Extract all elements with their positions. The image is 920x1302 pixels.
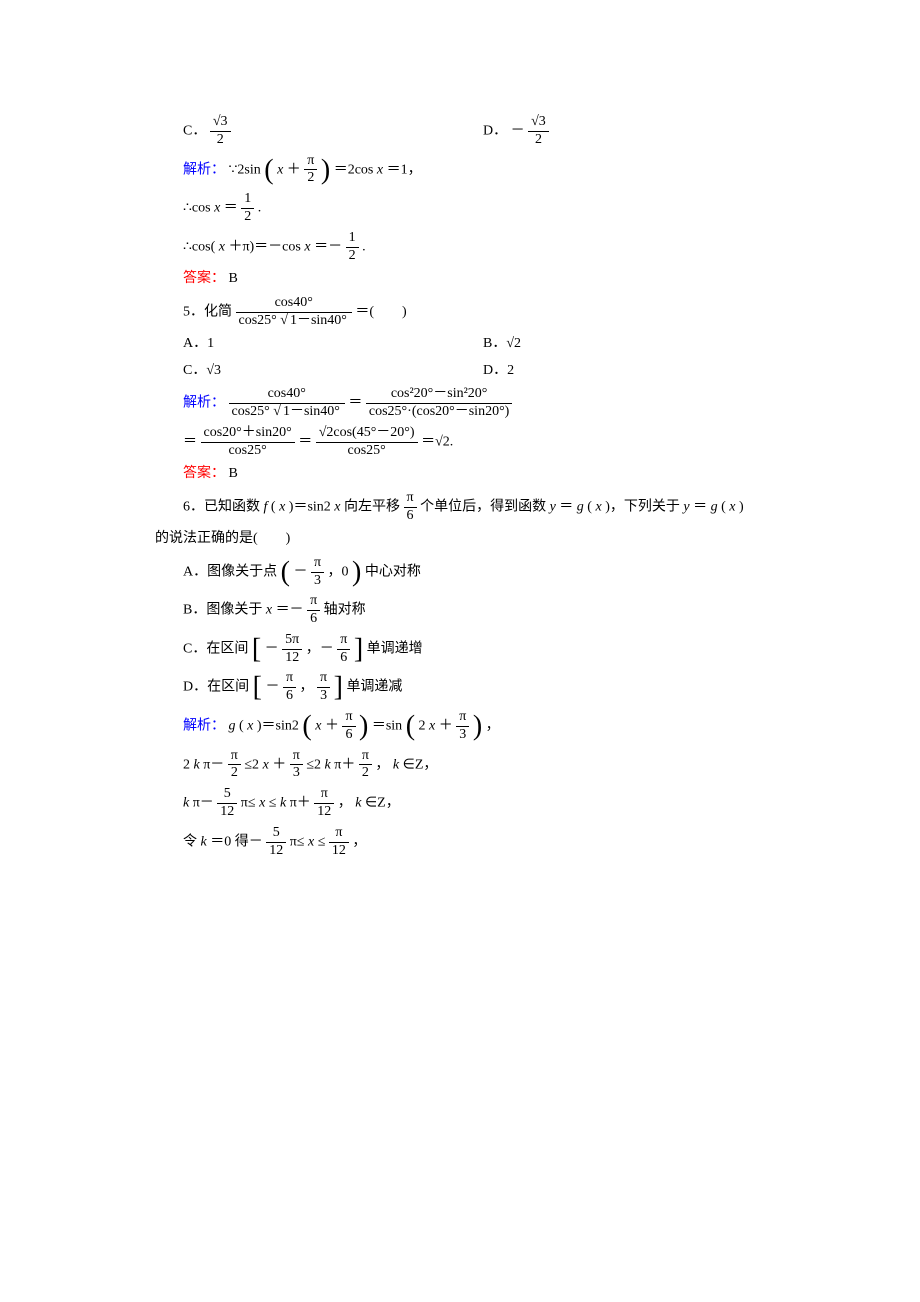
fraction: π 12 [314,786,334,821]
fraction: cos20°＋sin20° cos25° [201,425,295,460]
q6-analysis-1: 解析： g ( x )＝sin2 ( x ＋ π 6 ) ＝sin ( 2 x … [155,709,765,744]
fraction: π 2 [228,748,241,783]
q6-stem-line1: 6．已知函数 f ( x )＝sin2 x 向左平移 π 6 个单位后，得到函数… [155,490,765,525]
analysis-label: 解析： [183,396,225,411]
fraction: π 6 [307,593,320,628]
fraction: √2cos(45°－20°) cos25° [316,425,418,460]
q5-option-c: C．√3 [183,360,483,382]
fraction: √3 2 [528,114,549,149]
sqrt: 1－sin40° [273,404,342,421]
q4-analysis-step3: ∴cos( x ＋π)＝－cos x ＝－ 1 2 . [155,230,765,265]
q5-analysis-eq2: ＝ cos20°＋sin20° cos25° ＝ √2cos(45°－20°) … [155,425,765,460]
answer-value: B [229,271,238,286]
answer-label: 答案： [183,271,225,286]
fraction: π 6 [342,709,355,744]
q4-option-c: C． √3 2 [183,114,483,149]
answer-label: 答案： [183,466,225,481]
q6-analysis-4: 令 k ＝0 得－ 5 12 π≤ x ≤ π 12 ， [155,825,765,860]
fraction: 1 2 [241,191,254,226]
fraction: π 2 [359,748,372,783]
q4-options-cd: C． √3 2 D． － √3 2 [155,114,765,149]
fraction: π 3 [317,670,330,705]
q6-analysis-3: k π－ 5 12 π≤ x ≤ k π＋ π 12 ， k ∈Z， [155,786,765,821]
label: C． [183,124,206,139]
label: D． [483,124,507,139]
analysis-label: 解析： [183,719,225,734]
fraction: 5 12 [266,825,286,860]
fraction: 5π 12 [282,632,302,667]
analysis-label: 解析： [183,162,225,177]
fraction: π 6 [283,670,296,705]
fraction: cos²20°－sin²20° cos25°·(cos20°－sin20°) [366,386,512,421]
fraction: π 3 [311,555,324,590]
q5-option-d: D．2 [483,360,765,382]
fraction: π 3 [456,709,469,744]
fraction: π 6 [404,490,417,525]
q6-option-b: B．图像关于 x ＝－ π 6 轴对称 [155,593,765,628]
q4-answer: 答案： B [155,268,765,290]
q5-options-cd: C．√3 D．2 [155,360,765,382]
fraction: √3 2 [210,114,231,149]
q5-analysis-eq1: 解析： cos40° cos25° 1－sin40° ＝ cos²20°－sin… [155,386,765,421]
fraction: 5 12 [217,786,237,821]
fraction: π 12 [329,825,349,860]
fraction: π 3 [290,748,303,783]
fraction: cos40° cos25° 1－sin40° [229,386,345,421]
q4-analysis-step2: ∴cos x ＝ 1 2 . [155,191,765,226]
q4-option-d: D． － √3 2 [483,114,765,149]
q6-analysis-2: 2 k π－ π 2 ≤2 x ＋ π 3 ≤2 k π＋ π 2 ， k ∈Z… [155,748,765,783]
fraction: cos40° cos25° 1－sin40° [236,295,352,330]
fraction: π 2 [304,153,317,188]
q5-option-a: A．1 [183,333,483,355]
sqrt: 1－sin40° [280,313,349,330]
fraction: π 6 [337,632,350,667]
q5-stem: 5．化简 cos40° cos25° 1－sin40° ＝( ) [155,295,765,330]
q5-answer: 答案： B [155,463,765,485]
q4-analysis-step1: 解析： ∵2sin ( x ＋ π 2 ) ＝2cos x ＝1， [155,153,765,188]
q5-options-ab: A．1 B．√2 [155,333,765,355]
q6-stem-line2: 的说法正确的是( ) [155,528,765,550]
q6-option-c: C．在区间 [ － 5π 12 ，－ π 6 ] 单调递增 [155,632,765,667]
answer-value: B [229,466,238,481]
q5-option-b: B．√2 [483,333,765,355]
q6-option-d: D．在区间 [ － π 6 ， π 3 ] 单调递减 [155,670,765,705]
fraction: 1 2 [346,230,359,265]
q6-option-a: A．图像关于点 ( － π 3 ，0 ) 中心对称 [155,555,765,590]
page: C． √3 2 D． － √3 2 解析： ∵2sin ( x ＋ π 2 ) … [0,0,920,1302]
